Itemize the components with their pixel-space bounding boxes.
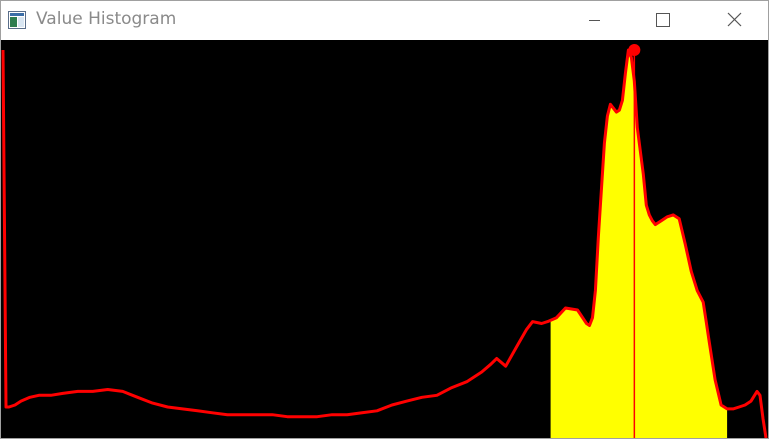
close-icon bbox=[727, 12, 742, 27]
maximize-button[interactable] bbox=[640, 1, 686, 39]
histogram-canvas[interactable] bbox=[1, 40, 768, 438]
histogram-curve bbox=[1, 48, 768, 438]
selection-fill bbox=[550, 50, 728, 438]
minimize-icon bbox=[589, 20, 600, 21]
app-icon bbox=[8, 11, 26, 29]
close-button[interactable] bbox=[711, 1, 757, 39]
maximize-icon bbox=[656, 13, 670, 27]
histogram-chart[interactable] bbox=[1, 40, 768, 438]
minimize-button[interactable] bbox=[571, 1, 617, 39]
peak-marker-handle[interactable] bbox=[628, 44, 641, 56]
window-title: Value Histogram bbox=[36, 9, 177, 29]
title-bar[interactable]: Value Histogram bbox=[1, 1, 768, 39]
